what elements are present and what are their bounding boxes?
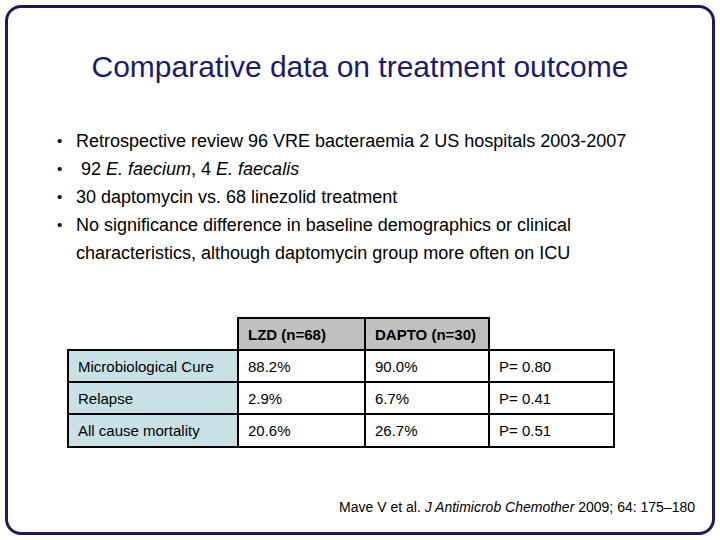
bullet-dot-icon: • [57, 155, 76, 183]
bullet-text-italic-species: E. faecalis [216, 159, 299, 179]
bullet-dot-icon: • [57, 211, 76, 239]
bullet-item: • Retrospective review 96 VRE bacteraemi… [57, 127, 697, 155]
dapto-value-cell: 90.0% [365, 350, 489, 382]
bullet-dot-icon: • [57, 183, 76, 211]
slide-border-frame [5, 5, 715, 535]
bullet-dot-icon: • [57, 127, 76, 155]
p-value-cell: P= 0.80 [489, 350, 614, 382]
bullet-text-segment: 92 [76, 159, 106, 179]
empty-header-cell [489, 318, 614, 350]
bullet-text-segment: , 4 [191, 159, 216, 179]
table-header-row: LZD (n=68) DAPTO (n=30) [68, 318, 614, 350]
bullet-text: Retrospective review 96 VRE bacteraemia … [76, 127, 626, 155]
lzd-value-cell: 20.6% [238, 414, 365, 447]
citation-journal: J Antimicrob Chemother [425, 499, 575, 515]
bullet-item: • 92 E. faecium, 4 E. faecalis [57, 155, 697, 183]
page-title: Comparative data on treatment outcome [0, 50, 720, 84]
lzd-value-cell: 2.9% [238, 382, 365, 414]
bullet-text-italic-species: E. faecium [106, 159, 191, 179]
citation-authors: Mave V et al. [339, 499, 425, 515]
bullet-text: 92 E. faecium, 4 E. faecalis [76, 155, 299, 183]
p-value-cell: P= 0.51 [489, 414, 614, 447]
empty-header-cell [68, 318, 238, 350]
table-row: All cause mortality 20.6% 26.7% P= 0.51 [68, 414, 614, 447]
col-header-lzd: LZD (n=68) [238, 318, 365, 350]
dapto-value-cell: 6.7% [365, 382, 489, 414]
bullet-item: • No significance difference in baseline… [57, 211, 697, 267]
p-value-cell: P= 0.41 [489, 382, 614, 414]
bullet-item: • 30 daptomycin vs. 68 linezolid treatme… [57, 183, 697, 211]
table-row: Microbiological Cure 88.2% 90.0% P= 0.80 [68, 350, 614, 382]
col-header-dapto: DAPTO (n=30) [365, 318, 489, 350]
bullet-list: • Retrospective review 96 VRE bacteraemi… [57, 127, 697, 267]
row-label-cell: Microbiological Cure [68, 350, 238, 382]
bullet-text: 30 daptomycin vs. 68 linezolid treatment [76, 183, 397, 211]
row-label-cell: Relapse [68, 382, 238, 414]
results-table: LZD (n=68) DAPTO (n=30) Microbiological … [67, 317, 615, 448]
lzd-value-cell: 88.2% [238, 350, 365, 382]
citation: Mave V et al. J Antimicrob Chemother 200… [339, 499, 695, 515]
bullet-text: No significance difference in baseline d… [76, 211, 676, 267]
dapto-value-cell: 26.7% [365, 414, 489, 447]
table-row: Relapse 2.9% 6.7% P= 0.41 [68, 382, 614, 414]
row-label-cell: All cause mortality [68, 414, 238, 447]
citation-volume-pages: 2009; 64: 175–180 [574, 499, 695, 515]
